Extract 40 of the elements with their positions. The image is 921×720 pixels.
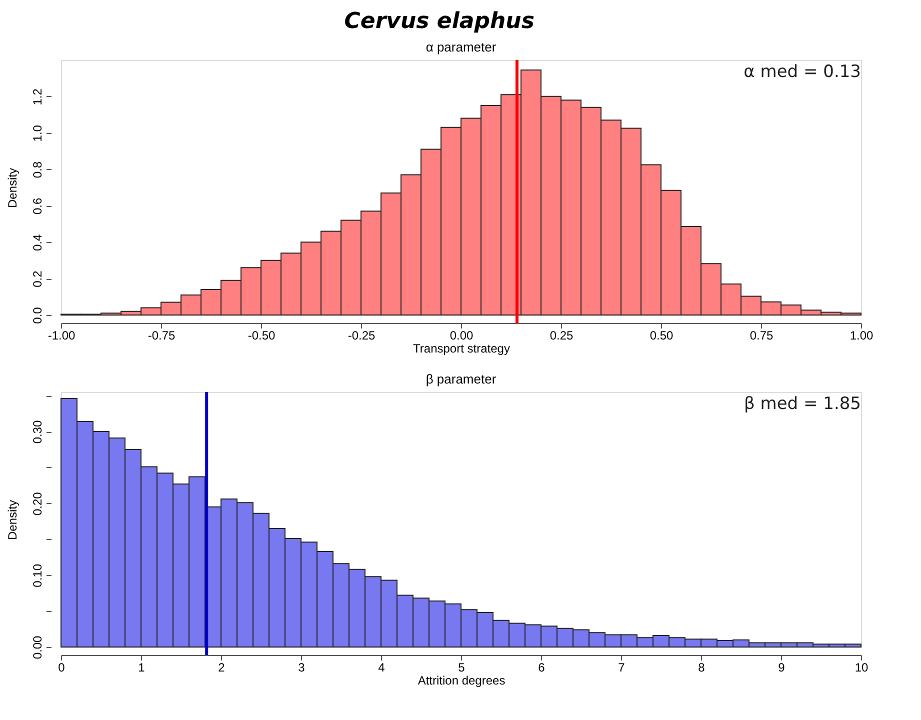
y-tick-label: 0.0 [30,306,44,324]
chart-subtitle: α parameter [426,40,497,54]
y-tick-label: 0.10 [30,564,44,588]
x-tick-label: 6 [538,660,546,674]
x-tick-label: 1 [138,660,146,674]
x-axis-title: Attrition degrees [418,674,506,688]
y-tick-label: 0.30 [30,420,44,444]
x-tick-label: 9 [778,660,786,674]
y-tick-label: 0.20 [30,492,44,516]
x-tick-label: 7 [618,660,626,674]
x-tick-label: 4 [378,660,386,674]
x-tick-label: 5 [458,660,466,674]
y-axis-title: Density [6,168,20,208]
y-tick-label: 0.4 [30,234,44,251]
x-tick-label: 0.75 [750,328,774,342]
x-tick-label: -0.75 [148,328,176,342]
x-tick-label: -0.25 [348,328,376,342]
x-tick-label: 0.25 [550,328,574,342]
x-tick-label: 0.50 [650,328,674,342]
chart-subtitle: β parameter [426,372,497,386]
y-tick-label: 0.6 [30,198,44,215]
y-tick-label: 1.0 [30,124,44,142]
x-tick-label: 0 [58,660,66,674]
x-tick-label: 10 [854,660,868,674]
chart-title: Cervus elaphus [344,9,534,34]
y-tick-label: 1.2 [30,88,44,106]
x-axis-title: Transport strategy [413,342,510,356]
x-tick-label: 0.00 [450,328,474,342]
y-tick-label: 0.8 [30,161,44,178]
x-tick-label: -1.00 [48,328,76,342]
x-tick-label: 1.00 [850,328,874,342]
y-axis-title: Density [6,500,20,540]
x-tick-label: 3 [298,660,306,674]
y-tick-label: 0.00 [30,636,44,660]
y-tick-label: 0.2 [30,270,44,288]
x-tick-label: -0.50 [248,328,276,342]
annotation: β med = 1.85 [744,394,861,414]
x-tick-label: 2 [218,660,226,674]
annotation: α med = 0.13 [744,62,861,82]
x-tick-label: 8 [698,660,706,674]
